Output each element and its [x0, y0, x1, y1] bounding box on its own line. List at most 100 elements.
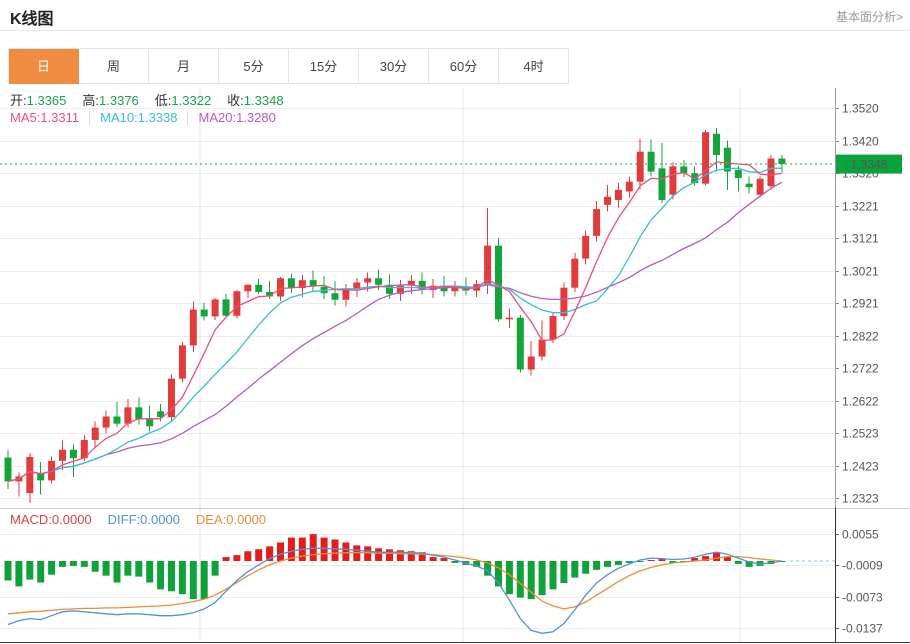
candle-body [593, 209, 601, 236]
tab-item-5[interactable]: 30分 [359, 49, 429, 84]
macd-axis-label: 0.0055 [842, 528, 879, 542]
candle-body [549, 316, 557, 340]
candle-body [233, 291, 241, 316]
tab-item-2[interactable]: 月 [149, 49, 219, 84]
candle-body [342, 288, 350, 300]
candle-body [386, 284, 393, 294]
candle-body [625, 181, 633, 192]
macd-bar [440, 558, 448, 561]
candle-body [69, 449, 77, 459]
macd-bar [189, 561, 197, 600]
candle-body [26, 456, 34, 494]
candle-body [157, 411, 165, 418]
macd-bar [669, 561, 677, 563]
ma5-line [7, 161, 782, 483]
kline-chart[interactable]: 1.35201.34201.33201.32211.31211.30211.29… [0, 88, 910, 644]
candle-body [287, 278, 295, 289]
candle-body [277, 278, 284, 297]
macd-bar [80, 561, 88, 567]
macd-bar [702, 556, 710, 561]
macd-bar [396, 550, 404, 561]
macd-bar [157, 561, 165, 590]
candle-body [527, 356, 535, 370]
tab-item-7[interactable]: 4时 [499, 49, 569, 84]
candle-body [59, 449, 66, 461]
candle-body [375, 278, 383, 285]
candle-body [309, 280, 317, 287]
candle-body [200, 309, 208, 317]
macd-bar [309, 534, 317, 561]
candle-body [364, 278, 372, 283]
ohlc-legend-high: 高:1.3376 [82, 93, 139, 108]
macd-axis-label: -0.0137 [842, 622, 883, 636]
macd-bar [604, 561, 611, 567]
candle-body [407, 280, 415, 286]
macd-bar [255, 549, 263, 561]
macd-bar [277, 542, 284, 561]
macd-bar [244, 551, 252, 561]
candle-body [124, 407, 132, 424]
macd-bar [734, 561, 742, 564]
macd-axis-label: -0.0009 [842, 559, 883, 573]
candle-body [734, 169, 742, 179]
macd-bar [146, 561, 154, 583]
tab-item-4[interactable]: 15分 [289, 49, 359, 84]
macd-bar [658, 559, 666, 561]
price-axis-label: 1.3420 [842, 135, 879, 149]
macd-bar [342, 542, 350, 561]
candle-body [614, 189, 622, 200]
candle-body [647, 151, 655, 172]
current-price-badge-label: 1.3348 [851, 158, 888, 172]
ma10-line [7, 167, 782, 483]
macd-bar [516, 561, 524, 598]
macd-bar [375, 548, 383, 561]
candle-body [516, 317, 524, 370]
macd-bar [473, 561, 481, 567]
candle-body [146, 419, 154, 427]
macd-bar [91, 561, 99, 572]
macd-bar [582, 561, 590, 574]
tab-item-3[interactable]: 5分 [219, 49, 289, 84]
macd-bar [451, 561, 459, 563]
macd-bar [593, 561, 601, 570]
candle-body [756, 178, 764, 195]
candle-body [80, 439, 88, 459]
ohlc-legend-low: 低:1.3322 [154, 93, 212, 108]
macd-bar [614, 561, 622, 565]
macd-bar [178, 561, 186, 595]
candle-body [4, 457, 12, 482]
price-axis-label: 1.2921 [842, 297, 879, 311]
dea-line [7, 552, 782, 615]
macd-bar [135, 561, 143, 577]
candle-body [255, 284, 263, 292]
macd-legend-dea: DEA:0.0000 [195, 512, 267, 527]
macd-bar [320, 537, 328, 561]
tab-item-6[interactable]: 60分 [429, 49, 499, 84]
candle-body [658, 168, 666, 200]
candle-body [37, 473, 45, 481]
price-axis-label: 1.2523 [842, 427, 879, 441]
fundamental-analysis-link[interactable]: 基本面分析> [835, 10, 903, 24]
page-title: K线图 [10, 11, 54, 28]
candle-body [560, 287, 568, 317]
macd-bar [364, 546, 372, 561]
interval-tab-bar: 日周月 5分 15分 30分 60分 4时 [8, 48, 569, 84]
candle-body [113, 416, 121, 424]
macd-bar [48, 561, 56, 575]
macd-bar [200, 561, 208, 600]
tab-item-0[interactable]: 日 [9, 49, 79, 84]
candle-body [767, 158, 775, 187]
candle-body [745, 183, 753, 188]
macd-bar [571, 561, 579, 578]
tab-item-1[interactable]: 周 [79, 49, 149, 84]
macd-bar [495, 561, 502, 587]
candle-body [505, 317, 513, 320]
macd-bar [636, 561, 644, 562]
candle-body [418, 280, 426, 290]
macd-legend-macd: MACD:0.0000 [10, 512, 92, 527]
candle-body [713, 133, 720, 155]
macd-bar [407, 551, 415, 561]
macd-bar [418, 552, 426, 561]
macd-bar [26, 561, 34, 580]
